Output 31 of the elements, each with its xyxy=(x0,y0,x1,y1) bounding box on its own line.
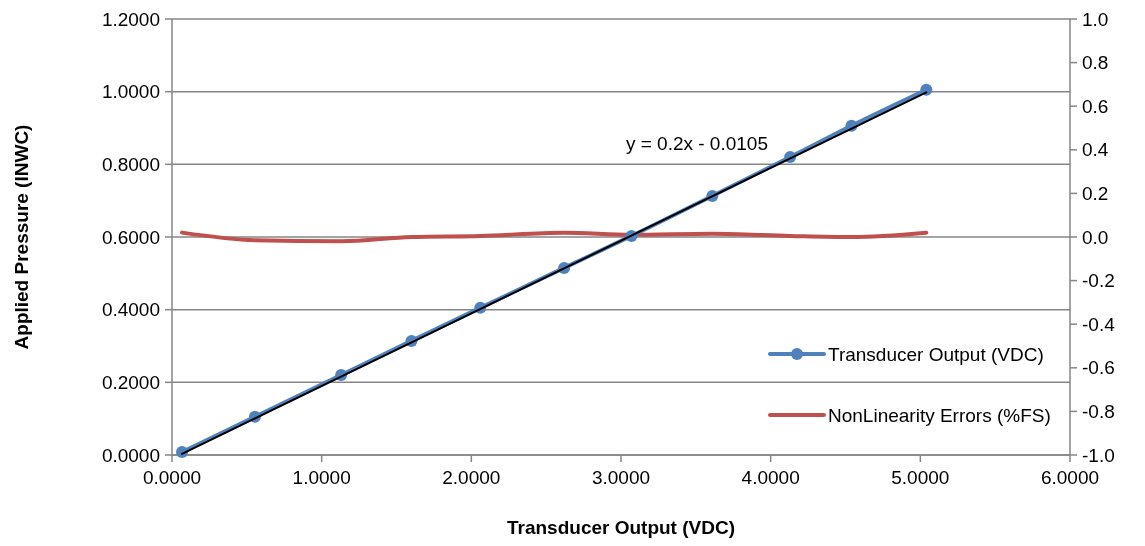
y2-tick-label: -0.2 xyxy=(1082,270,1115,292)
x-tick-label: 6.0000 xyxy=(1040,467,1100,488)
y2-tick-label: -0.6 xyxy=(1082,357,1115,379)
y-tick-label: 0.8000 xyxy=(101,153,160,175)
y2-tick-label: 1.0 xyxy=(1082,8,1109,30)
y-tick-label: 1.0000 xyxy=(101,81,160,103)
y2-tick-label: 0.6 xyxy=(1082,95,1109,117)
y2-tick-label: 0.2 xyxy=(1082,183,1109,205)
x-tick-label: 3.0000 xyxy=(591,467,651,488)
x-tick-label: 1.0000 xyxy=(292,467,351,488)
y2-tick-label: -0.4 xyxy=(1082,313,1116,335)
x-tick-label: 0.0000 xyxy=(142,467,202,488)
x-tick-label: 5.0000 xyxy=(891,467,950,488)
y-tick-label: 0.4000 xyxy=(101,299,160,321)
y-tick-label: 0.6000 xyxy=(101,226,160,248)
annotation: y = 0.2x - 0.0105 xyxy=(625,133,768,154)
y2-tick-label: 0.4 xyxy=(1082,139,1109,161)
x-tick-label: 4.0000 xyxy=(741,467,800,488)
y2-tick-label: -0.8 xyxy=(1082,401,1115,423)
y2-tick-label: 0.0 xyxy=(1082,226,1109,248)
x-tick-label: 2.0000 xyxy=(442,467,501,488)
y-tick-label: 0.2000 xyxy=(101,371,160,393)
y-tick-label: 0.0000 xyxy=(101,444,160,466)
x-axis-title: Transducer Output (VDC) xyxy=(506,517,736,538)
legend-label: Transducer Output (VDC) xyxy=(828,343,1044,365)
y2-tick-label: 0.8 xyxy=(1082,52,1109,74)
y-axis-title: Applied Pressure (INWC) xyxy=(11,124,32,350)
y-tick-label: 1.2000 xyxy=(101,8,160,30)
y2-tick-label: -1.0 xyxy=(1082,444,1115,466)
line-series xyxy=(180,230,929,244)
legend-label: NonLinearity Errors (%FS) xyxy=(828,404,1051,426)
